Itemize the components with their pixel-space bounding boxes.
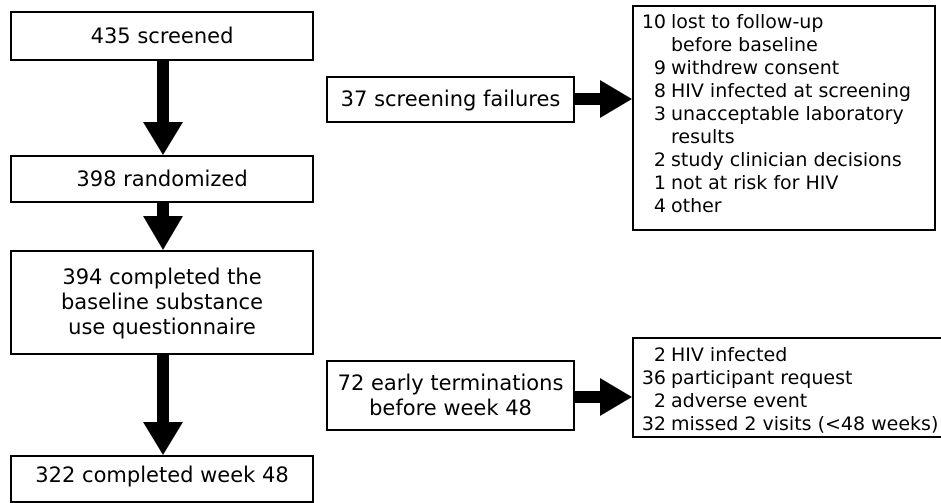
node-label-line: 72 early terminations — [337, 370, 564, 395]
reason-line: missed 2 visits (<48 weeks) — [671, 413, 939, 435]
screening-failure-list: 10 lost to follow-up before baseline 9 withd… — [632, 5, 936, 231]
reason-text: not at risk for HIV — [671, 172, 838, 195]
reason-count: 2 — [653, 344, 666, 366]
arrow-head — [600, 378, 632, 416]
reason-count: 1 — [653, 172, 666, 194]
reason-count: 2 — [653, 390, 666, 412]
reason-text: unacceptable laboratory results — [671, 103, 904, 149]
arrow-head — [143, 422, 183, 455]
reason-count: 32 — [641, 413, 666, 435]
arrow-shaft — [157, 202, 169, 218]
reason-count: 8 — [653, 80, 666, 102]
node-label-line: 37 screening failures — [340, 87, 561, 111]
node-label-line: 394 completed the — [62, 265, 262, 289]
arrow-shaft — [157, 354, 169, 424]
reason-count: 3 — [653, 103, 666, 125]
node-label-line: 435 screened — [90, 23, 234, 48]
node-label-line: use questionnaire — [68, 315, 256, 339]
reason-line: before baseline — [671, 34, 818, 56]
reason-row: 3 unacceptable laboratory results — [634, 103, 934, 149]
reason-text: withdrew consent — [671, 57, 839, 80]
screened-box: 435 screened — [10, 11, 314, 61]
reason-text: adverse event — [671, 390, 807, 413]
reason-row: 4 other — [634, 195, 934, 218]
reason-text: participant request — [671, 367, 852, 390]
reason-row: 36 participant request — [634, 367, 941, 390]
arrow-shaft — [574, 93, 602, 105]
early-termination-list: 2 HIV infected 36 participant request 2 adver… — [632, 337, 941, 438]
arrow-head — [143, 122, 183, 155]
reason-line: withdrew consent — [671, 57, 840, 79]
randomized-box: 398 randomized — [10, 155, 314, 203]
reason-count: 36 — [641, 367, 666, 389]
arrow-head — [143, 216, 183, 250]
reason-row: 2 adverse event — [634, 390, 941, 413]
node-label-line: baseline substance — [60, 290, 264, 314]
reason-text: study clinician decisions — [671, 149, 902, 172]
node-label-line: before week 48 — [369, 395, 532, 420]
reason-line: HIV infected — [671, 344, 788, 366]
reason-line: study clinician decisions — [671, 149, 902, 171]
reason-count: 10 — [641, 11, 666, 33]
reason-row: 32 missed 2 visits (<48 weeks) — [634, 413, 941, 436]
reason-text: missed 2 visits (<48 weeks) — [671, 413, 938, 436]
arrow-shaft — [157, 60, 169, 124]
reason-row: 2 study clinician decisions — [634, 149, 934, 172]
arrow-head — [600, 80, 632, 118]
reason-row: 1 not at risk for HIV — [634, 172, 934, 195]
reason-line: lost to follow-up — [671, 11, 824, 33]
reason-row: 8 HIV infected at screening — [634, 80, 934, 103]
screening-failures-box: 37 screening failures — [326, 76, 575, 123]
baseline-box: 394 completed the baseline substance use q… — [10, 250, 314, 355]
reason-text: lost to follow-up before baseline — [671, 11, 823, 57]
arrow-group — [143, 60, 632, 455]
reason-line: HIV infected at screening — [671, 80, 911, 102]
reason-line: not at risk for HIV — [671, 172, 839, 194]
reason-row: 10 lost to follow-up before baseline — [634, 11, 934, 57]
reason-count: 9 — [653, 57, 666, 79]
page: 435 screened 398 randomized 394 complete… — [10, 5, 941, 503]
reason-text: HIV infected — [671, 344, 787, 367]
reason-count: 4 — [653, 195, 666, 217]
reason-line: results — [671, 126, 735, 148]
reason-line: unacceptable laboratory — [671, 103, 904, 125]
reason-line: adverse event — [671, 390, 808, 412]
arrow-shaft — [574, 391, 602, 403]
reason-row: 9 withdrew consent — [634, 57, 934, 80]
reason-line: other — [671, 195, 722, 217]
week48-box: 322 completed week 48 — [10, 455, 314, 503]
reason-line: participant request — [671, 367, 853, 389]
node-label-line: 322 completed week 48 — [35, 463, 289, 487]
arrows — [143, 60, 632, 455]
reason-text: other — [671, 195, 722, 218]
reason-text: HIV infected at screening — [671, 80, 911, 103]
reason-row: 2 HIV infected — [634, 344, 941, 367]
reason-count: 2 — [653, 149, 666, 171]
early-terminations-box: 72 early terminations before week 48 — [326, 360, 575, 431]
node-label-line: 398 randomized — [76, 166, 248, 191]
